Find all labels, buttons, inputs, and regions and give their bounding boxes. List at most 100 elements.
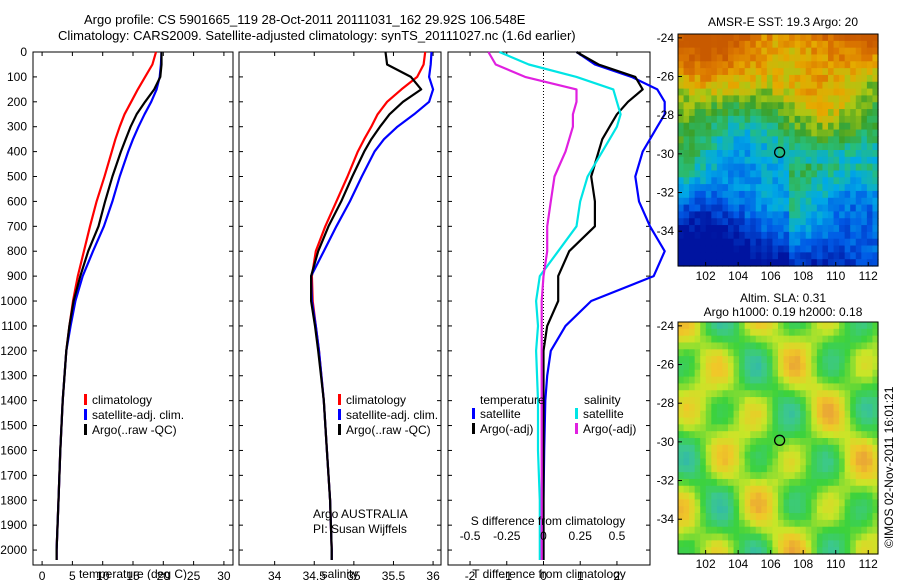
sla-map-cell	[744, 444, 751, 453]
sst-map-cell	[766, 68, 774, 76]
sla-map-cell	[839, 485, 846, 494]
sla-map-cell	[828, 424, 835, 432]
sla-map-cell	[744, 328, 751, 337]
sla-map-cell	[733, 369, 740, 378]
sst-map-cell	[872, 252, 879, 260]
sst-map-cell	[844, 252, 851, 260]
sla-map-cell	[772, 431, 779, 439]
sst-map-cell	[800, 190, 807, 199]
sla-map-cell	[794, 540, 801, 548]
sst-map-cell	[855, 47, 862, 56]
sst-map-cell	[711, 252, 718, 260]
sst-map-cell	[705, 122, 712, 131]
sla-map-cell	[800, 506, 807, 514]
sla-map-cell	[794, 403, 801, 412]
sst-map-cell	[861, 225, 868, 233]
sst-map-cell	[794, 54, 801, 62]
sst-map-cell	[711, 109, 718, 117]
sst-map-cell	[739, 238, 746, 247]
sla-map-cell	[728, 465, 735, 473]
sla-map-cell	[772, 438, 779, 446]
sst-map-cell	[850, 225, 857, 233]
sla-map-cell	[766, 526, 774, 535]
sst-map-cell	[683, 136, 690, 144]
sla-map-cell	[766, 478, 774, 487]
salinity-legend-swatch	[338, 394, 341, 405]
sst-map-cell	[761, 238, 768, 247]
sst-map-cell	[678, 88, 685, 97]
sst-map-cell	[744, 150, 751, 158]
sst-map-cell	[716, 163, 724, 172]
sst-map-cell	[866, 238, 874, 247]
sst-map-cell	[722, 40, 729, 49]
sst-map-cell	[850, 129, 857, 137]
sla-map-cell	[805, 547, 812, 555]
sst-map-cell	[872, 259, 879, 267]
sla-map-cell	[678, 417, 685, 425]
sla-map-cell	[811, 533, 818, 541]
sla-map-cell	[739, 356, 746, 364]
sla-map-cell	[850, 431, 857, 439]
sla-map-cell	[844, 390, 851, 398]
sst-map-cell	[683, 74, 690, 83]
sst-map-cell	[722, 238, 729, 247]
sla-map-cell	[766, 328, 774, 337]
sst-map-cell	[750, 259, 757, 267]
sst-map-cell	[789, 150, 796, 158]
sst-map-cell	[716, 143, 724, 151]
sla-map-cell	[833, 513, 840, 521]
sst-map-cell	[822, 259, 829, 267]
sst-map-cell	[739, 143, 746, 151]
sla-map-cell	[828, 390, 835, 398]
sla-map-cell	[761, 519, 768, 528]
sla-map-cell	[855, 526, 862, 535]
sla-map-cell	[789, 472, 796, 480]
sst-map-cell	[744, 74, 751, 83]
sla-map-cell	[683, 547, 690, 555]
sla-map-cell	[822, 540, 829, 548]
sla-map-cell	[755, 506, 762, 514]
sst-map-cell	[678, 211, 685, 219]
sla-map-cell	[783, 472, 790, 480]
sla-map-cell	[733, 485, 740, 494]
sla-map-cell	[844, 328, 851, 337]
sst-map-cell	[850, 143, 857, 151]
sst-map-cell	[689, 163, 696, 172]
depth-tick-label: 1600	[0, 443, 27, 457]
sst-map-cell	[811, 245, 818, 253]
sst-map-cell	[689, 109, 696, 117]
sst-map-cell	[766, 225, 774, 233]
sla-map-cell	[789, 431, 796, 439]
difference-xlabel-top: S difference from climatology	[471, 514, 626, 528]
sst-map-cell	[855, 81, 862, 90]
sla-map-cell	[755, 369, 762, 378]
sla-map-cell	[872, 513, 879, 521]
sla-map-cell	[844, 513, 851, 521]
sst-map-cell	[700, 61, 707, 69]
sla-map-cell	[694, 458, 701, 466]
sla-map-cell	[844, 547, 851, 555]
sla-map-cell	[839, 369, 846, 378]
sla-map-cell	[739, 431, 746, 439]
sst-map-cell	[739, 34, 746, 42]
sst-map-cell	[694, 54, 701, 62]
sla-map-cell	[744, 533, 751, 541]
sst-map-cell	[855, 245, 862, 253]
sla-map-cell	[866, 547, 874, 555]
sst-map-cell	[805, 225, 812, 233]
sla-map-cell	[683, 397, 690, 405]
sla-map-cell	[739, 438, 746, 446]
sst-map-cell	[783, 197, 790, 206]
sla-map-cell	[833, 444, 840, 453]
sla-map-cell	[866, 410, 874, 419]
sla-map-cell	[755, 547, 762, 555]
sst-map-cell	[755, 81, 762, 90]
sst-map-cell	[722, 95, 729, 103]
sla-map-cell	[733, 383, 740, 391]
sst-map-cell	[728, 122, 735, 131]
sst-map-cell	[689, 184, 696, 192]
sst-map-cell	[678, 197, 685, 206]
sst-map-cell	[783, 163, 790, 172]
sla-map-cell	[778, 485, 785, 494]
sst-map-cell	[739, 47, 746, 56]
